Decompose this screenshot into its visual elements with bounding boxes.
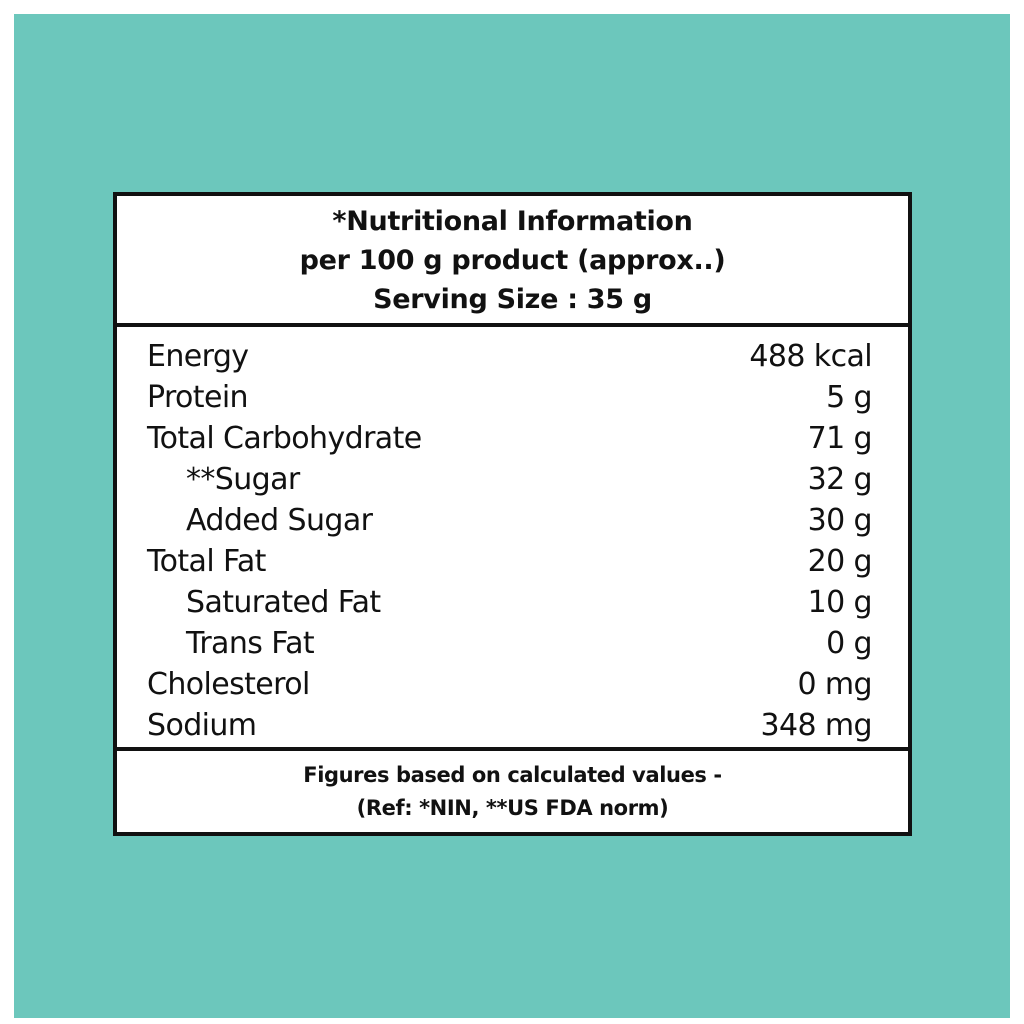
nutrient-value: 0 g	[826, 626, 872, 661]
footer-note: Figures based on calculated values -	[303, 762, 722, 787]
nutrient-value: 20 g	[807, 544, 873, 579]
label-footer: Figures based on calculated values - (Re…	[117, 751, 908, 832]
nutrient-name: Added Sugar	[186, 503, 373, 538]
nutrient-value: 71 g	[807, 421, 873, 456]
nutrient-row-added-sugar: Added Sugar 30 g	[117, 500, 908, 541]
header-title: *Nutritional Information	[332, 206, 693, 237]
nutrient-name: Protein	[147, 380, 249, 415]
nutrient-name: Energy	[147, 339, 249, 374]
nutrient-name: Sodium	[147, 708, 257, 743]
nutrient-name: Saturated Fat	[186, 585, 381, 620]
nutrient-row-cholesterol: Cholesterol 0 mg	[117, 664, 908, 705]
nutrient-row-protein: Protein 5 g	[117, 377, 908, 418]
header-basis: per 100 g product (approx..)	[299, 245, 726, 276]
nutrient-row-total-fat: Total Fat 20 g	[117, 541, 908, 582]
nutrient-value: 0 mg	[797, 667, 873, 702]
nutrient-row-sugar: **Sugar 32 g	[117, 459, 908, 500]
nutrient-value: 348 mg	[760, 708, 873, 743]
label-header: *Nutritional Information per 100 g produ…	[117, 196, 908, 327]
nutrient-name: Total Carbohydrate	[147, 421, 422, 456]
nutrient-row-saturated-fat: Saturated Fat 10 g	[117, 582, 908, 623]
nutrient-value: 32 g	[807, 462, 873, 497]
nutrient-row-total-carbohydrate: Total Carbohydrate 71 g	[117, 418, 908, 459]
nutrient-name: Trans Fat	[186, 626, 315, 661]
nutrient-row-trans-fat: Trans Fat 0 g	[117, 623, 908, 664]
nutrient-name: Total Fat	[147, 544, 266, 579]
nutrient-value: 10 g	[807, 585, 873, 620]
header-serving-size: Serving Size : 35 g	[373, 284, 652, 315]
footer-reference: (Ref: *NIN, **US FDA norm)	[356, 795, 669, 820]
nutrient-row-sodium: Sodium 348 mg	[117, 705, 908, 746]
nutrient-value: 488 kcal	[749, 339, 872, 374]
nutrient-name: Cholesterol	[147, 667, 310, 702]
nutrient-value: 5 g	[826, 380, 872, 415]
nutrient-value: 30 g	[807, 503, 873, 538]
nutrition-facts-label: *Nutritional Information per 100 g produ…	[113, 192, 912, 836]
nutrient-row-energy: Energy 488 kcal	[117, 336, 908, 377]
nutrient-name: **Sugar	[186, 462, 300, 497]
nutrient-list: Energy 488 kcal Protein 5 g Total Carboh…	[117, 327, 908, 751]
